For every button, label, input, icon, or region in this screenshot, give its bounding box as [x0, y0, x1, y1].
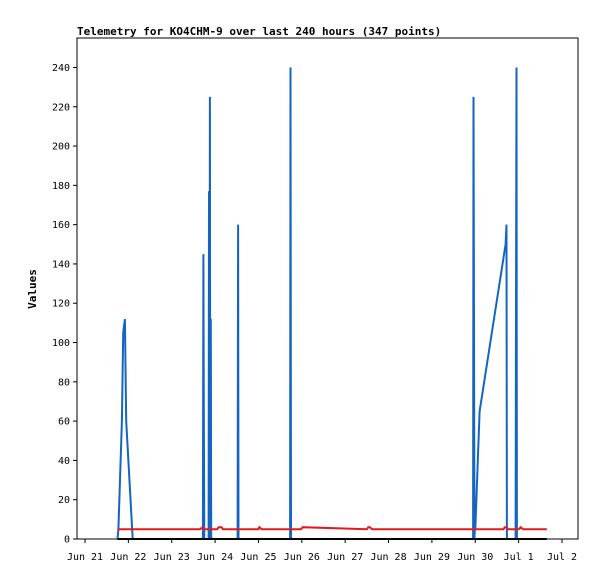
- y-tick-label: 160: [52, 220, 70, 231]
- y-tick-label: 0: [64, 535, 70, 546]
- y-tick-label: 120: [52, 299, 70, 310]
- x-tick-label: Jul 2: [547, 552, 577, 563]
- y-tick-label: 40: [58, 456, 70, 467]
- y-tick-label: 180: [52, 181, 70, 192]
- y-tick-label: 240: [52, 63, 70, 74]
- x-tick-label: Jun 28: [370, 552, 406, 563]
- y-tick-label: 60: [58, 417, 70, 428]
- x-tick-label: Jun 21: [67, 552, 103, 563]
- x-axis: Jun 21 Jun 22 Jun 23 Jun 24 Jun 25 Jun 26 Jun …: [67, 539, 577, 563]
- y-tick-label: 220: [52, 102, 70, 113]
- series-line-2: [117, 525, 547, 531]
- y-axis-label: Values: [26, 269, 39, 309]
- plot-area: [76, 37, 579, 540]
- x-tick-label: Jun 30: [457, 552, 493, 563]
- x-tick-label: Jun 23: [154, 552, 190, 563]
- x-tick-label: Jun 25: [240, 552, 276, 563]
- x-tick-label: Jun 24: [197, 552, 233, 563]
- series-layer: [116, 67, 547, 540]
- x-tick-label: Jun 29: [414, 552, 450, 563]
- y-tick-label: 100: [52, 338, 70, 349]
- y-axis: 0 20 40 60 80 100 120 140 160 180 200 220 240: [52, 63, 77, 546]
- chart-title: Telemetry for KO4CHM-9 over last 240 hou…: [77, 25, 441, 38]
- x-tick-label: Jun 26: [284, 552, 320, 563]
- x-tick-label: Jun 27: [327, 552, 363, 563]
- y-tick-label: 140: [52, 259, 70, 270]
- x-tick-label: Jul 1: [504, 552, 534, 563]
- x-tick-label: Jun 22: [110, 552, 146, 563]
- y-tick-label: 20: [58, 495, 70, 506]
- y-tick-label: 80: [58, 377, 70, 388]
- y-tick-label: 200: [52, 142, 70, 153]
